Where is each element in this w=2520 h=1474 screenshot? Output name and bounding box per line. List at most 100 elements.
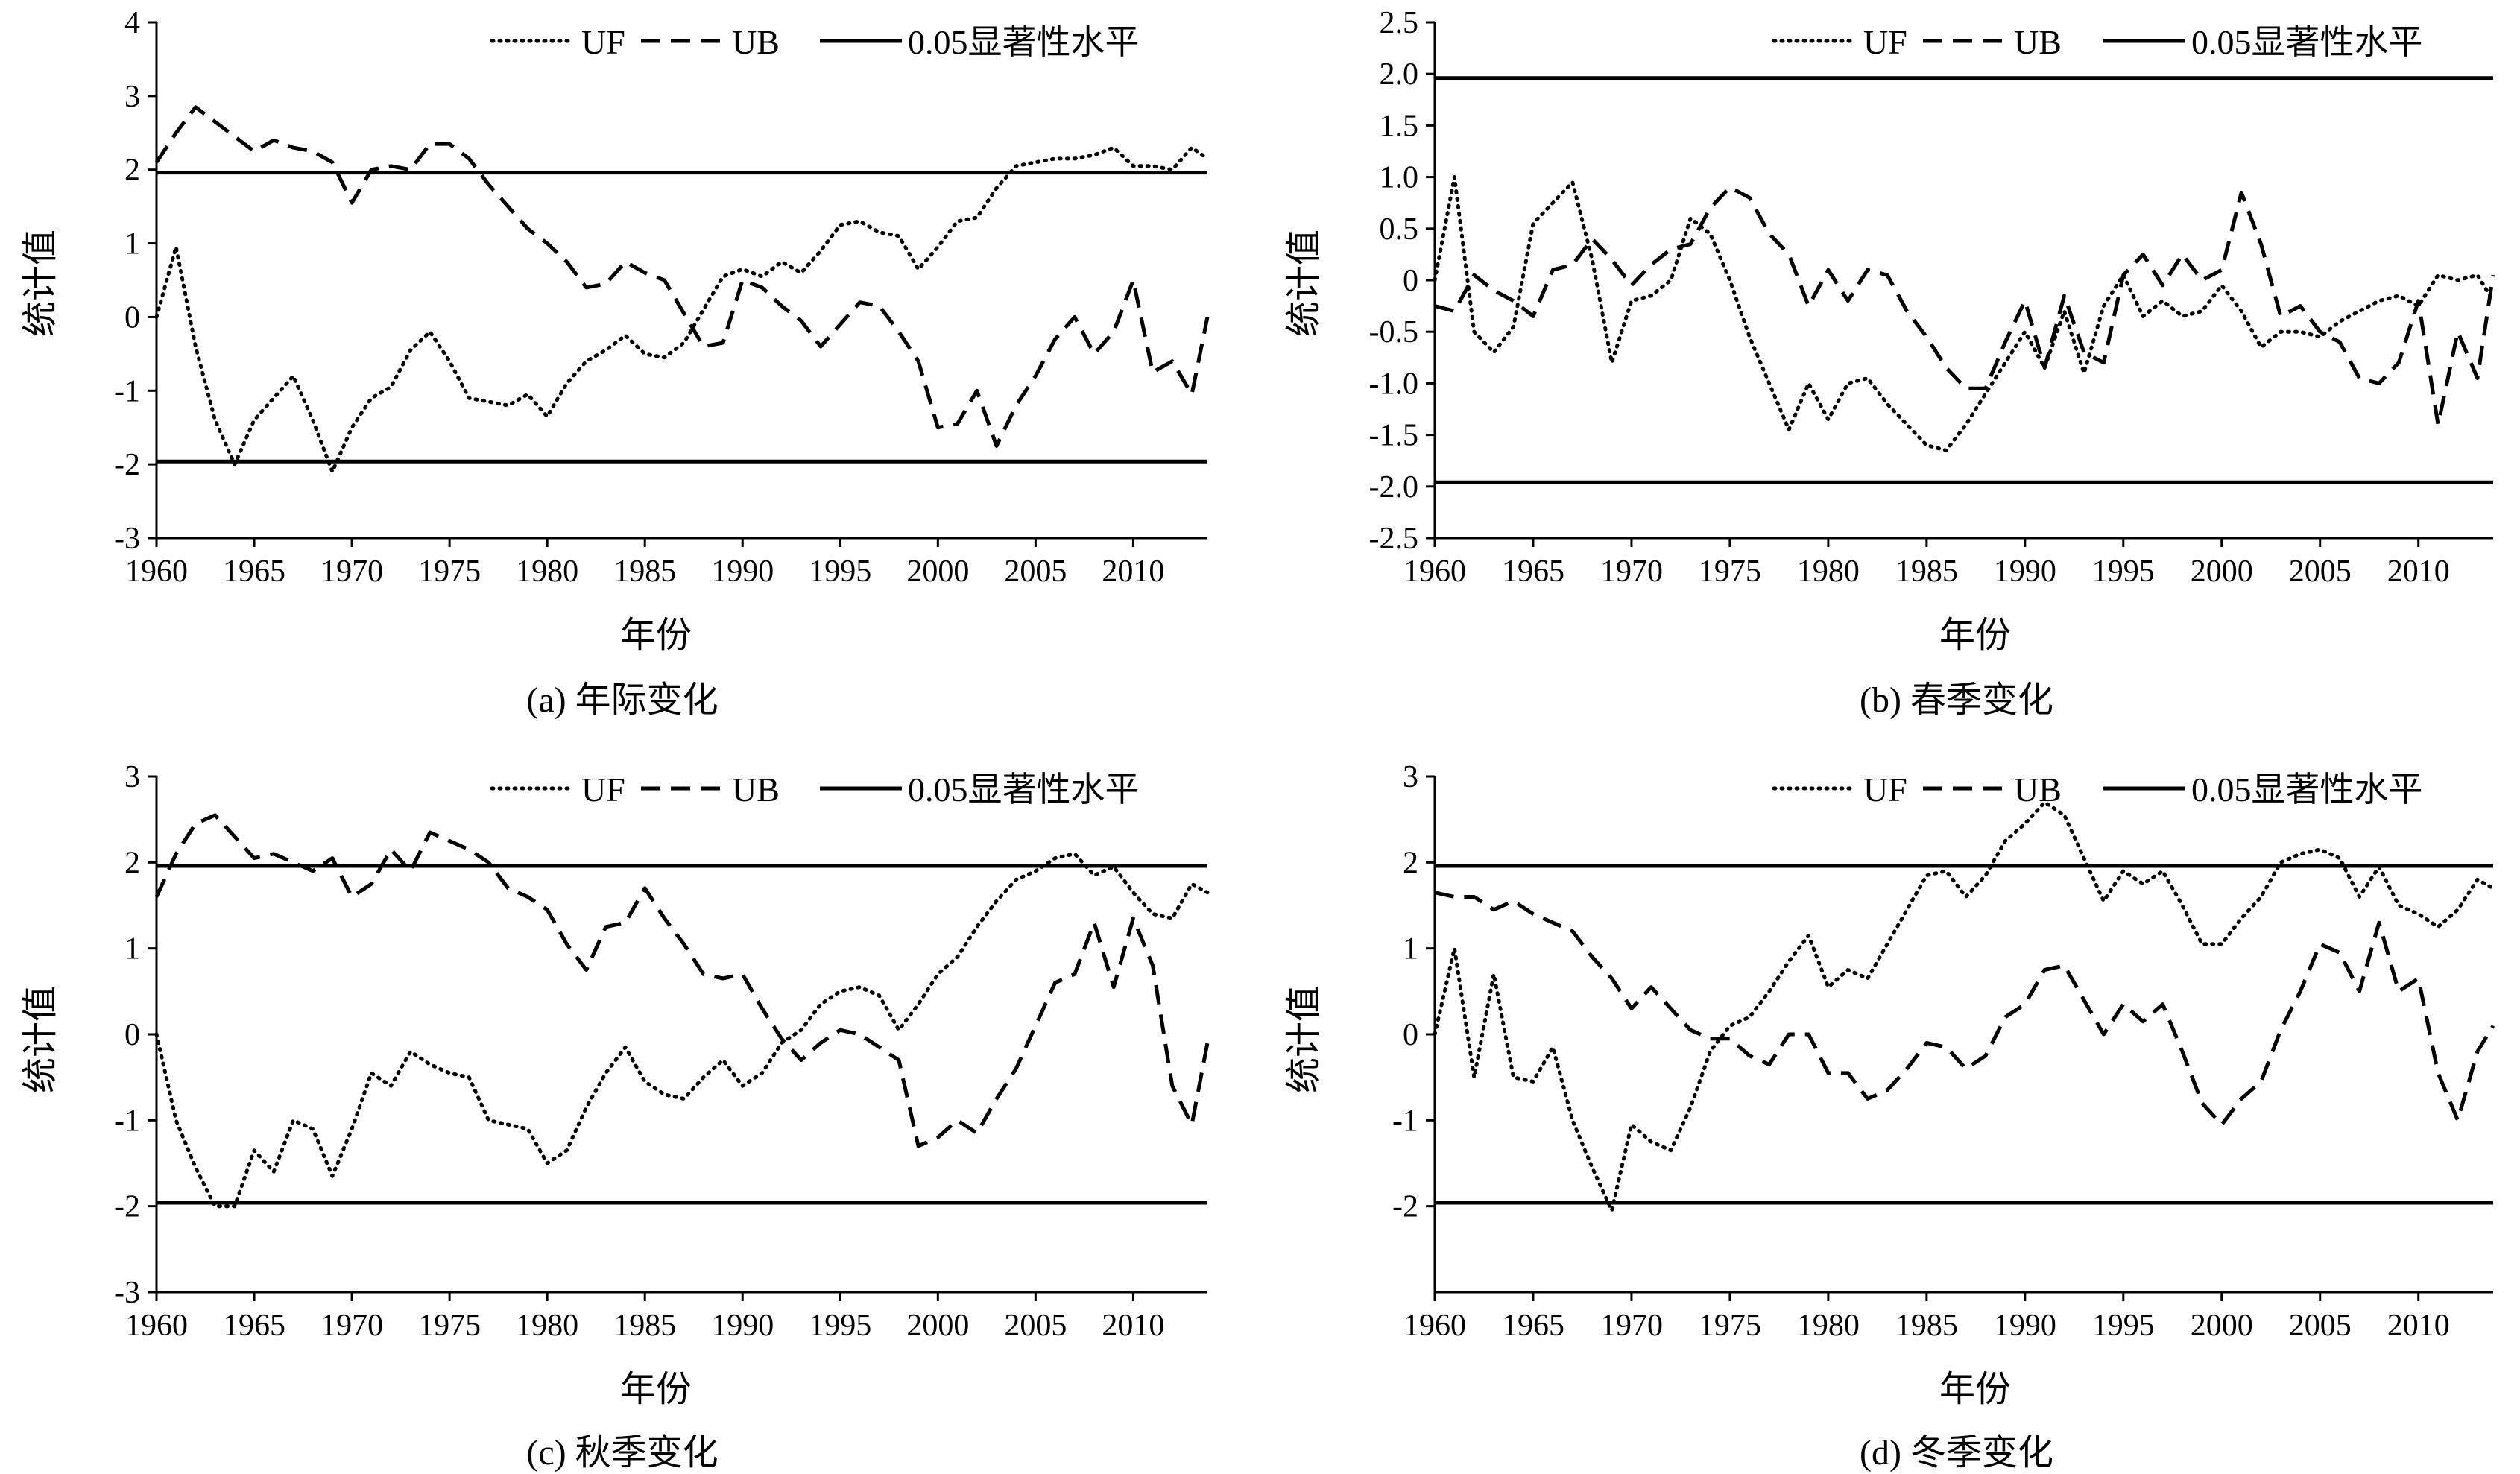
x-tick-label: 1980 [1797,554,1860,589]
x-tick-label: 1985 [1895,554,1958,589]
legend-ub-label: UB [2014,23,2062,61]
series-ub-line [154,813,1210,1148]
x-tick-label: 2005 [1004,1309,1067,1343]
x-tick-label: 1960 [125,554,188,589]
series-uf-line [154,852,1210,1209]
legend-sig-label: 0.05显著性水平 [908,23,1140,61]
x-tick-label: 1975 [1699,1309,1761,1343]
y-tick-label: -2 [114,448,140,482]
x-tick-label: 1965 [223,1309,285,1343]
y-tick-label: -1.0 [1369,367,1419,401]
y-tick-label: 0 [124,1018,140,1052]
x-tick-label: 1965 [223,554,285,589]
x-tick-label: 1990 [711,1309,774,1343]
panel-c-xlabel: 年份 [620,1370,692,1409]
x-tick-label: 1980 [1797,1309,1860,1343]
panel-d-ylabel: 统计值 [1284,986,1324,1093]
panel-c-caption: (c) 秋季变化 [526,1433,718,1473]
x-tick-label: 1980 [516,1309,578,1343]
y-tick-label: -2.5 [1369,522,1419,556]
panel-a-ylabel: 统计值 [21,230,60,337]
legend-uf-label: UF [1863,23,1907,61]
y-tick-label: -3 [114,522,140,556]
panel-b-legend: UF UB 0.05显著性水平 [1772,23,2423,61]
y-tick-label: 2 [124,846,140,880]
x-tick-label: 1985 [1895,1309,1958,1343]
x-tick-label: 1990 [711,554,774,589]
panel-b-xlabel: 年份 [1939,616,2011,655]
panel-b: 2.5 2.0 1.5 1.0 0.5 0 -0.5 -1.0 -1.5 -2.0 -2.51960… [1284,6,2495,720]
y-tick-label: 1 [1403,932,1418,967]
y-tick-label: 2.5 [1380,6,1419,40]
panel-d-legend: UF UB 0.05显著性水平 [1772,771,2423,809]
x-tick-label: 1975 [418,554,481,589]
series-uf-line [1433,175,2495,452]
legend-uf-label: UF [581,771,625,809]
panel-b-plot: 2.5 2.0 1.5 1.0 0.5 0 -0.5 -1.0 -1.5 -2.0 -2.51960… [1369,6,2495,589]
series-uf-line [1433,800,2495,1212]
y-tick-label: -1 [114,1104,140,1138]
x-tick-label: 2010 [2387,1309,2450,1343]
legend-sig-label: 0.05显著性水平 [908,771,1140,809]
x-tick-label: 1970 [1600,1309,1663,1343]
x-tick-label: 2000 [906,1309,969,1343]
y-tick-label: 1 [124,932,140,967]
y-tick-label: 2 [1403,846,1418,880]
legend-sig-label: 0.05显著性水平 [2191,771,2423,809]
y-tick-label: -2.0 [1369,470,1419,504]
x-tick-label: 2000 [2191,554,2253,589]
y-tick-label: -2 [1392,1190,1418,1224]
legend-ub-label: UB [732,771,780,809]
y-tick-label: -1 [1392,1104,1418,1138]
series-ub-line [1434,185,2495,427]
y-tick-label: 0 [124,300,140,335]
legend-ub-label: UB [2014,771,2062,809]
x-tick-label: 1995 [2092,1309,2155,1343]
y-tick-label: -0.5 [1369,315,1419,349]
y-tick-label: 0 [1403,1018,1418,1052]
y-tick-label: 1.5 [1380,109,1419,143]
x-tick-label: 1970 [320,1309,383,1343]
x-tick-label: 2005 [1004,554,1067,589]
y-tick-label: -1.5 [1369,419,1419,453]
panel-c-ylabel: 统计值 [21,986,60,1093]
panel-c-legend: UF UB 0.05显著性水平 [490,771,1140,809]
x-tick-label: 2010 [2387,554,2450,589]
y-tick-label: 3 [124,80,140,114]
x-tick-label: 1985 [613,1309,676,1343]
y-tick-label: 4 [124,6,140,40]
series-uf-line [154,145,1210,474]
x-tick-label: 1990 [1994,1309,2056,1343]
y-tick-label: 3 [124,760,140,794]
panel-b-ylabel: 统计值 [1284,230,1324,337]
y-tick-label: 2.0 [1380,57,1419,92]
x-tick-label: 2005 [2289,1309,2352,1343]
x-tick-label: 1960 [1403,1309,1466,1343]
panel-d-xlabel: 年份 [1939,1370,2011,1409]
y-tick-label: 2 [124,154,140,188]
y-tick-label: -3 [114,1276,140,1310]
y-tick-label: -1 [114,374,140,408]
y-tick-label: 0.5 [1380,212,1419,247]
x-tick-label: 1970 [320,554,383,589]
x-tick-label: 1995 [809,554,871,589]
x-tick-label: 1995 [809,1309,871,1343]
x-tick-label: 1965 [1502,1309,1564,1343]
panel-d: 3 2 1 0 -1 -2 1960 1965 1970 1975 1980 1985 1990 1995… [1284,760,2495,1473]
panel-a-xlabel: 年份 [620,616,692,655]
series-ub-line [1434,891,2495,1127]
x-tick-label: 2005 [2289,554,2352,589]
x-tick-label: 2000 [906,554,969,589]
x-tick-label: 1990 [1994,554,2056,589]
x-tick-label: 1995 [2092,554,2155,589]
x-tick-label: 1975 [418,1309,481,1343]
y-tick-label: 0 [1403,264,1418,298]
panel-d-caption: (d) 冬季变化 [1860,1433,2053,1473]
y-tick-label: -2 [114,1190,140,1224]
x-tick-label: 1985 [613,554,676,589]
y-tick-label: 1.0 [1380,161,1419,195]
